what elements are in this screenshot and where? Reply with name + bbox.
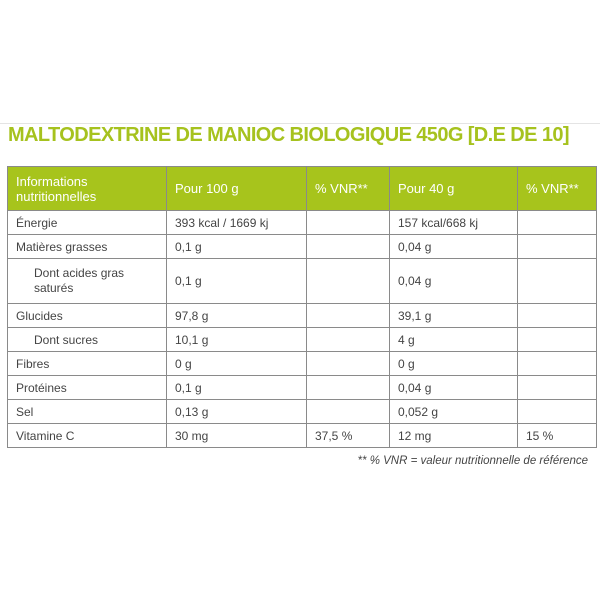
footnote: ** % VNR = valeur nutritionnelle de réfé… xyxy=(357,455,588,467)
table-cell xyxy=(517,234,597,259)
table-cell xyxy=(517,399,597,424)
table-cell: 10,1 g xyxy=(166,327,307,352)
table-cell: Dont acides gras saturés xyxy=(7,258,167,304)
table-row: Dont acides gras saturés 0,1 g 0,04 g xyxy=(7,258,597,304)
table-cell: 0,1 g xyxy=(166,234,307,259)
table-cell xyxy=(517,258,597,304)
table-cell: Matières grasses xyxy=(7,234,167,259)
table-cell: 97,8 g xyxy=(166,303,307,328)
table-cell xyxy=(517,303,597,328)
product-title: MALTODEXTRINE DE MANIOC BIOLOGIQUE 450G … xyxy=(8,124,570,146)
table-cell: 30 mg xyxy=(166,423,307,448)
table-cell: 0,052 g xyxy=(389,399,518,424)
table-row: Vitamine C 30 mg 37,5 % 12 mg 15 % xyxy=(7,423,597,448)
table-cell: 39,1 g xyxy=(389,303,518,328)
table-row: Énergie 393 kcal / 1669 kj 157 kcal/668 kj xyxy=(7,210,597,235)
table-cell: 0 g xyxy=(389,351,518,376)
table-cell xyxy=(306,210,390,235)
table-row: Glucides 97,8 g 39,1 g xyxy=(7,303,597,328)
table-cell: Protéines xyxy=(7,375,167,400)
nutrition-table: Informations nutritionnelles Pour 100 g … xyxy=(7,166,597,448)
table-cell: 15 % xyxy=(517,423,597,448)
table-cell xyxy=(517,210,597,235)
table-cell: Sel xyxy=(7,399,167,424)
header-cell: % VNR** xyxy=(306,166,390,211)
table-cell: 393 kcal / 1669 kj xyxy=(166,210,307,235)
table-cell: 0,1 g xyxy=(166,375,307,400)
table-row: Protéines 0,1 g 0,04 g xyxy=(7,375,597,400)
table-cell: 0,04 g xyxy=(389,375,518,400)
table-cell xyxy=(306,303,390,328)
table-cell: 37,5 % xyxy=(306,423,390,448)
table-cell: Fibres xyxy=(7,351,167,376)
table-cell: Glucides xyxy=(7,303,167,328)
header-cell: Pour 100 g xyxy=(166,166,307,211)
table-cell: Vitamine C xyxy=(7,423,167,448)
table-cell xyxy=(306,234,390,259)
table-cell: 157 kcal/668 kj xyxy=(389,210,518,235)
table-row: Matières grasses 0,1 g 0,04 g xyxy=(7,234,597,259)
table-cell: 4 g xyxy=(389,327,518,352)
table-cell xyxy=(306,258,390,304)
table-cell xyxy=(517,375,597,400)
table-row: Sel 0,13 g 0,052 g xyxy=(7,399,597,424)
table-cell xyxy=(517,327,597,352)
table-cell: 0,13 g xyxy=(166,399,307,424)
header-cell: % VNR** xyxy=(517,166,597,211)
table-cell: 0,04 g xyxy=(389,234,518,259)
table-cell: 12 mg xyxy=(389,423,518,448)
table-header: Informations nutritionnelles Pour 100 g … xyxy=(7,166,597,211)
table-cell xyxy=(306,351,390,376)
divider xyxy=(0,123,600,124)
table-cell xyxy=(517,351,597,376)
table-cell: 0,1 g xyxy=(166,258,307,304)
table-cell xyxy=(306,327,390,352)
table-row: Dont sucres 10,1 g 4 g xyxy=(7,327,597,352)
table-cell xyxy=(306,375,390,400)
table-cell: Dont sucres xyxy=(7,327,167,352)
header-cell: Pour 40 g xyxy=(389,166,518,211)
table-cell: 0,04 g xyxy=(389,258,518,304)
header-cell: Informations nutritionnelles xyxy=(7,166,167,211)
table-cell: Énergie xyxy=(7,210,167,235)
table-cell: 0 g xyxy=(166,351,307,376)
table-cell xyxy=(306,399,390,424)
